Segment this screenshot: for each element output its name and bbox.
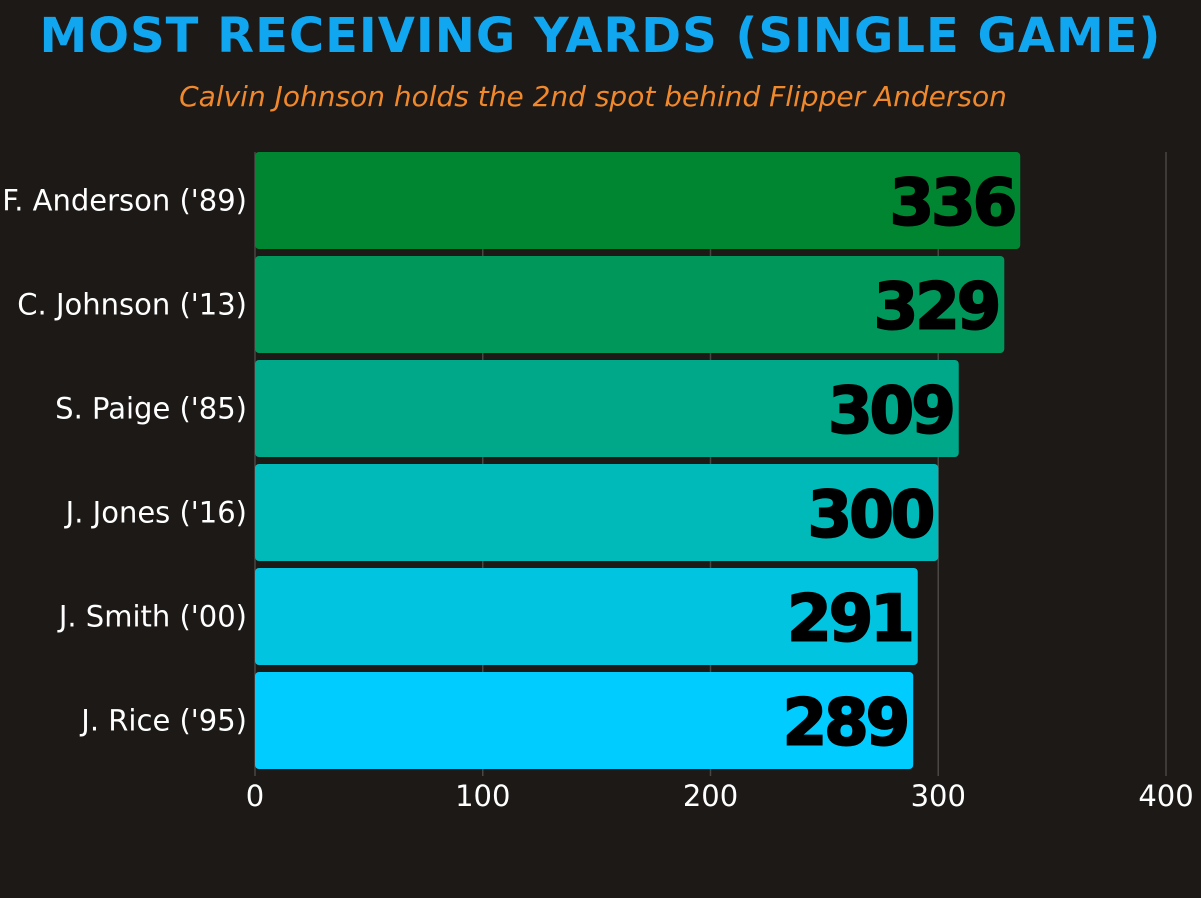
bar <box>255 672 914 769</box>
x-tick-label: 100 <box>455 779 510 813</box>
data-label: 336 <box>890 167 1015 241</box>
x-tick-label: 400 <box>1138 779 1193 813</box>
chart-title: MOST RECEIVING YARDS (SINGLE GAME) <box>39 8 1162 64</box>
data-label: 291 <box>787 583 912 657</box>
data-label: 329 <box>874 271 999 345</box>
bar <box>255 152 1021 249</box>
bar <box>255 360 959 457</box>
category-label: S. Paige ('85) <box>55 392 247 426</box>
x-tick-label: 300 <box>911 779 966 813</box>
category-label: J. Jones ('16) <box>64 496 247 530</box>
bar <box>255 256 1005 353</box>
bar <box>255 568 918 665</box>
category-label: J. Rice ('95) <box>79 704 247 738</box>
x-tick-label: 0 <box>246 779 264 813</box>
category-label: F. Anderson ('89) <box>2 184 247 218</box>
x-tick-label: 200 <box>683 779 738 813</box>
bar <box>255 464 939 561</box>
category-label: J. Smith ('00) <box>57 600 247 634</box>
data-label: 289 <box>783 687 908 761</box>
category-label: C. Johnson ('13) <box>17 288 247 322</box>
data-label: 300 <box>808 479 933 553</box>
data-label: 309 <box>828 375 953 449</box>
chart-subtitle: Calvin Johnson holds the 2nd spot behind… <box>179 80 1007 113</box>
